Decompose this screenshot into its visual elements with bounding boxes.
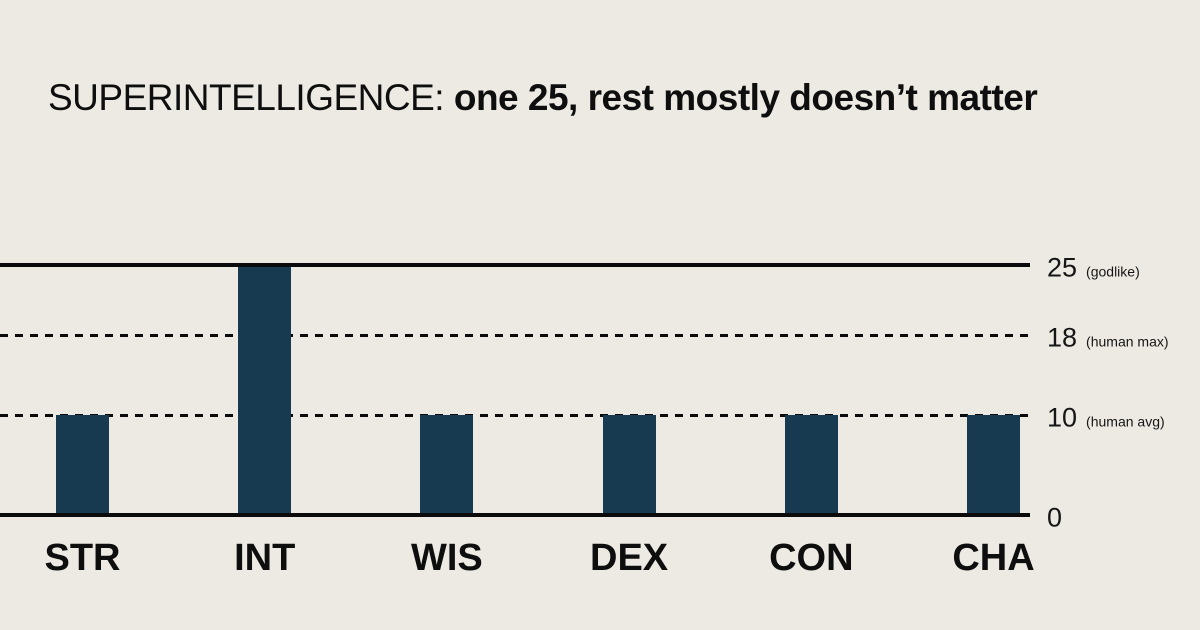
y-tick-10: 10 (human avg) [1047,403,1165,434]
y-tick-annotation: (godlike) [1086,263,1140,280]
y-tick-value: 25 [1047,252,1078,283]
y-tick-annotation: (human max) [1086,333,1169,350]
y-tick-annotation: (human avg) [1086,413,1165,430]
x-label-con: CON [769,537,854,579]
x-label-dex: DEX [590,537,669,579]
y-tick-value: 18 [1047,322,1078,353]
title-prefix: SUPERINTELLIGENCE: [48,77,445,118]
bar-con [784,415,838,515]
gridline-25 [0,263,1030,267]
x-label-cha: CHA [952,537,1035,579]
x-label-str: STR [44,537,121,579]
y-tick-0: 0 [1047,503,1062,534]
bar-int [238,265,292,515]
y-tick-value: 0 [1047,502,1063,533]
bar-str [56,415,109,515]
y-tick-18: 18 (human max) [1047,323,1169,354]
chart-title: SUPERINTELLIGENCE: one 25, rest mostly d… [48,76,1038,120]
x-label-wis: WIS [411,537,483,579]
y-tick-value: 10 [1047,402,1078,433]
bar-dex [602,415,656,515]
bar-wis [420,415,474,515]
x-label-int: INT [234,537,296,579]
gridline-18 [0,333,1030,337]
gridline-0 [0,513,1030,517]
gridline-10 [0,413,1030,417]
y-tick-25: 25 (godlike) [1047,253,1140,284]
title-emphasis: one 25, rest mostly doesn’t matter [453,77,1038,118]
bar-cha [967,415,1020,515]
